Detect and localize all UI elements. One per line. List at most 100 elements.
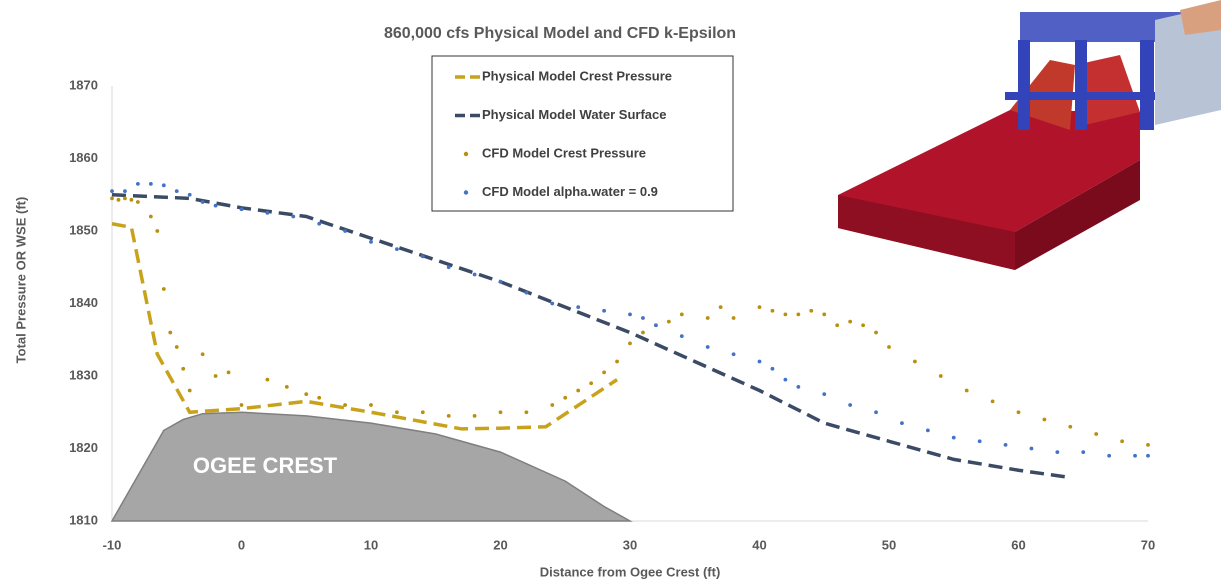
x-axis-title: Distance from Ogee Crest (ft) (540, 564, 721, 579)
x-tick-label: 60 (1011, 537, 1025, 552)
data-point (136, 182, 140, 186)
data-point (155, 229, 159, 233)
data-point (123, 196, 127, 200)
data-point (939, 374, 943, 378)
x-tick-label: 20 (493, 537, 507, 552)
data-point (304, 392, 308, 396)
data-point (771, 367, 775, 371)
data-point (550, 302, 554, 306)
ogee-label: OGEE CREST (193, 453, 338, 478)
data-point (589, 381, 593, 385)
data-point (926, 428, 930, 432)
data-point (965, 389, 969, 393)
data-point (848, 403, 852, 407)
data-point (421, 410, 425, 414)
data-point (395, 247, 399, 251)
data-point (369, 240, 373, 244)
data-point (602, 309, 606, 313)
data-point (822, 312, 826, 316)
data-point (1146, 454, 1150, 458)
data-point (201, 200, 205, 204)
data-point (1081, 450, 1085, 454)
data-point (227, 370, 231, 374)
data-point (991, 399, 995, 403)
data-point (1055, 450, 1059, 454)
data-point (900, 421, 904, 425)
data-point (317, 396, 321, 400)
chart: 860,000 cfs Physical Model and CFD k-Eps… (0, 0, 1221, 583)
data-point (136, 200, 140, 204)
data-point (188, 193, 192, 197)
data-point (1004, 443, 1008, 447)
data-point (758, 360, 762, 364)
legend-label: CFD Model Crest Pressure (482, 145, 646, 160)
data-point (784, 378, 788, 382)
data-point (628, 312, 632, 316)
data-point (499, 280, 503, 284)
legend-label: Physical Model Crest Pressure (482, 68, 672, 83)
data-point (110, 189, 114, 193)
data-point (473, 414, 477, 418)
data-point (628, 341, 632, 345)
data-point (1030, 447, 1034, 451)
data-point (291, 215, 295, 219)
y-axis-title: Total Pressure OR WSE (ft) (13, 197, 28, 364)
data-point (576, 305, 580, 309)
data-point (1068, 425, 1072, 429)
x-tick-label: -10 (103, 537, 122, 552)
data-point (641, 316, 645, 320)
legend-label: CFD Model alpha.water = 0.9 (482, 184, 658, 199)
data-point (214, 204, 218, 208)
data-point (168, 331, 172, 335)
data-point (719, 305, 723, 309)
x-tick-label: 10 (364, 537, 378, 552)
data-point (978, 439, 982, 443)
data-point (848, 320, 852, 324)
data-point (771, 309, 775, 313)
data-point (162, 287, 166, 291)
data-point (602, 370, 606, 374)
data-point (123, 189, 127, 193)
data-point (473, 273, 477, 277)
data-point (654, 323, 658, 327)
data-point (447, 414, 451, 418)
data-point (667, 320, 671, 324)
ogee-crest (112, 412, 630, 521)
data-point (796, 312, 800, 316)
data-point (175, 189, 179, 193)
data-point (395, 410, 399, 414)
data-point (952, 436, 956, 440)
data-point (1094, 432, 1098, 436)
y-tick-label: 1870 (69, 77, 98, 92)
data-point (641, 331, 645, 335)
data-point (214, 374, 218, 378)
data-line (112, 224, 617, 429)
data-point (240, 403, 244, 407)
data-point (758, 305, 762, 309)
data-point (130, 198, 134, 202)
data-point (874, 331, 878, 335)
data-point (563, 396, 567, 400)
y-tick-label: 1820 (69, 440, 98, 455)
data-point (266, 211, 270, 215)
data-point (447, 265, 451, 269)
data-point (1120, 439, 1124, 443)
data-point (285, 385, 289, 389)
data-point (576, 389, 580, 393)
data-point (732, 316, 736, 320)
data-point (343, 229, 347, 233)
y-tick-label: 1860 (69, 150, 98, 165)
data-point (784, 312, 788, 316)
data-point (706, 345, 710, 349)
x-tick-label: 40 (752, 537, 766, 552)
data-point (317, 222, 321, 226)
data-point (796, 385, 800, 389)
data-point (1133, 454, 1137, 458)
model-render (838, 0, 1221, 270)
legend-label: Physical Model Water Surface (482, 107, 666, 122)
data-point (822, 392, 826, 396)
data-point (887, 345, 891, 349)
data-point (1107, 454, 1111, 458)
legend-symbol (464, 190, 468, 194)
data-point (149, 182, 153, 186)
